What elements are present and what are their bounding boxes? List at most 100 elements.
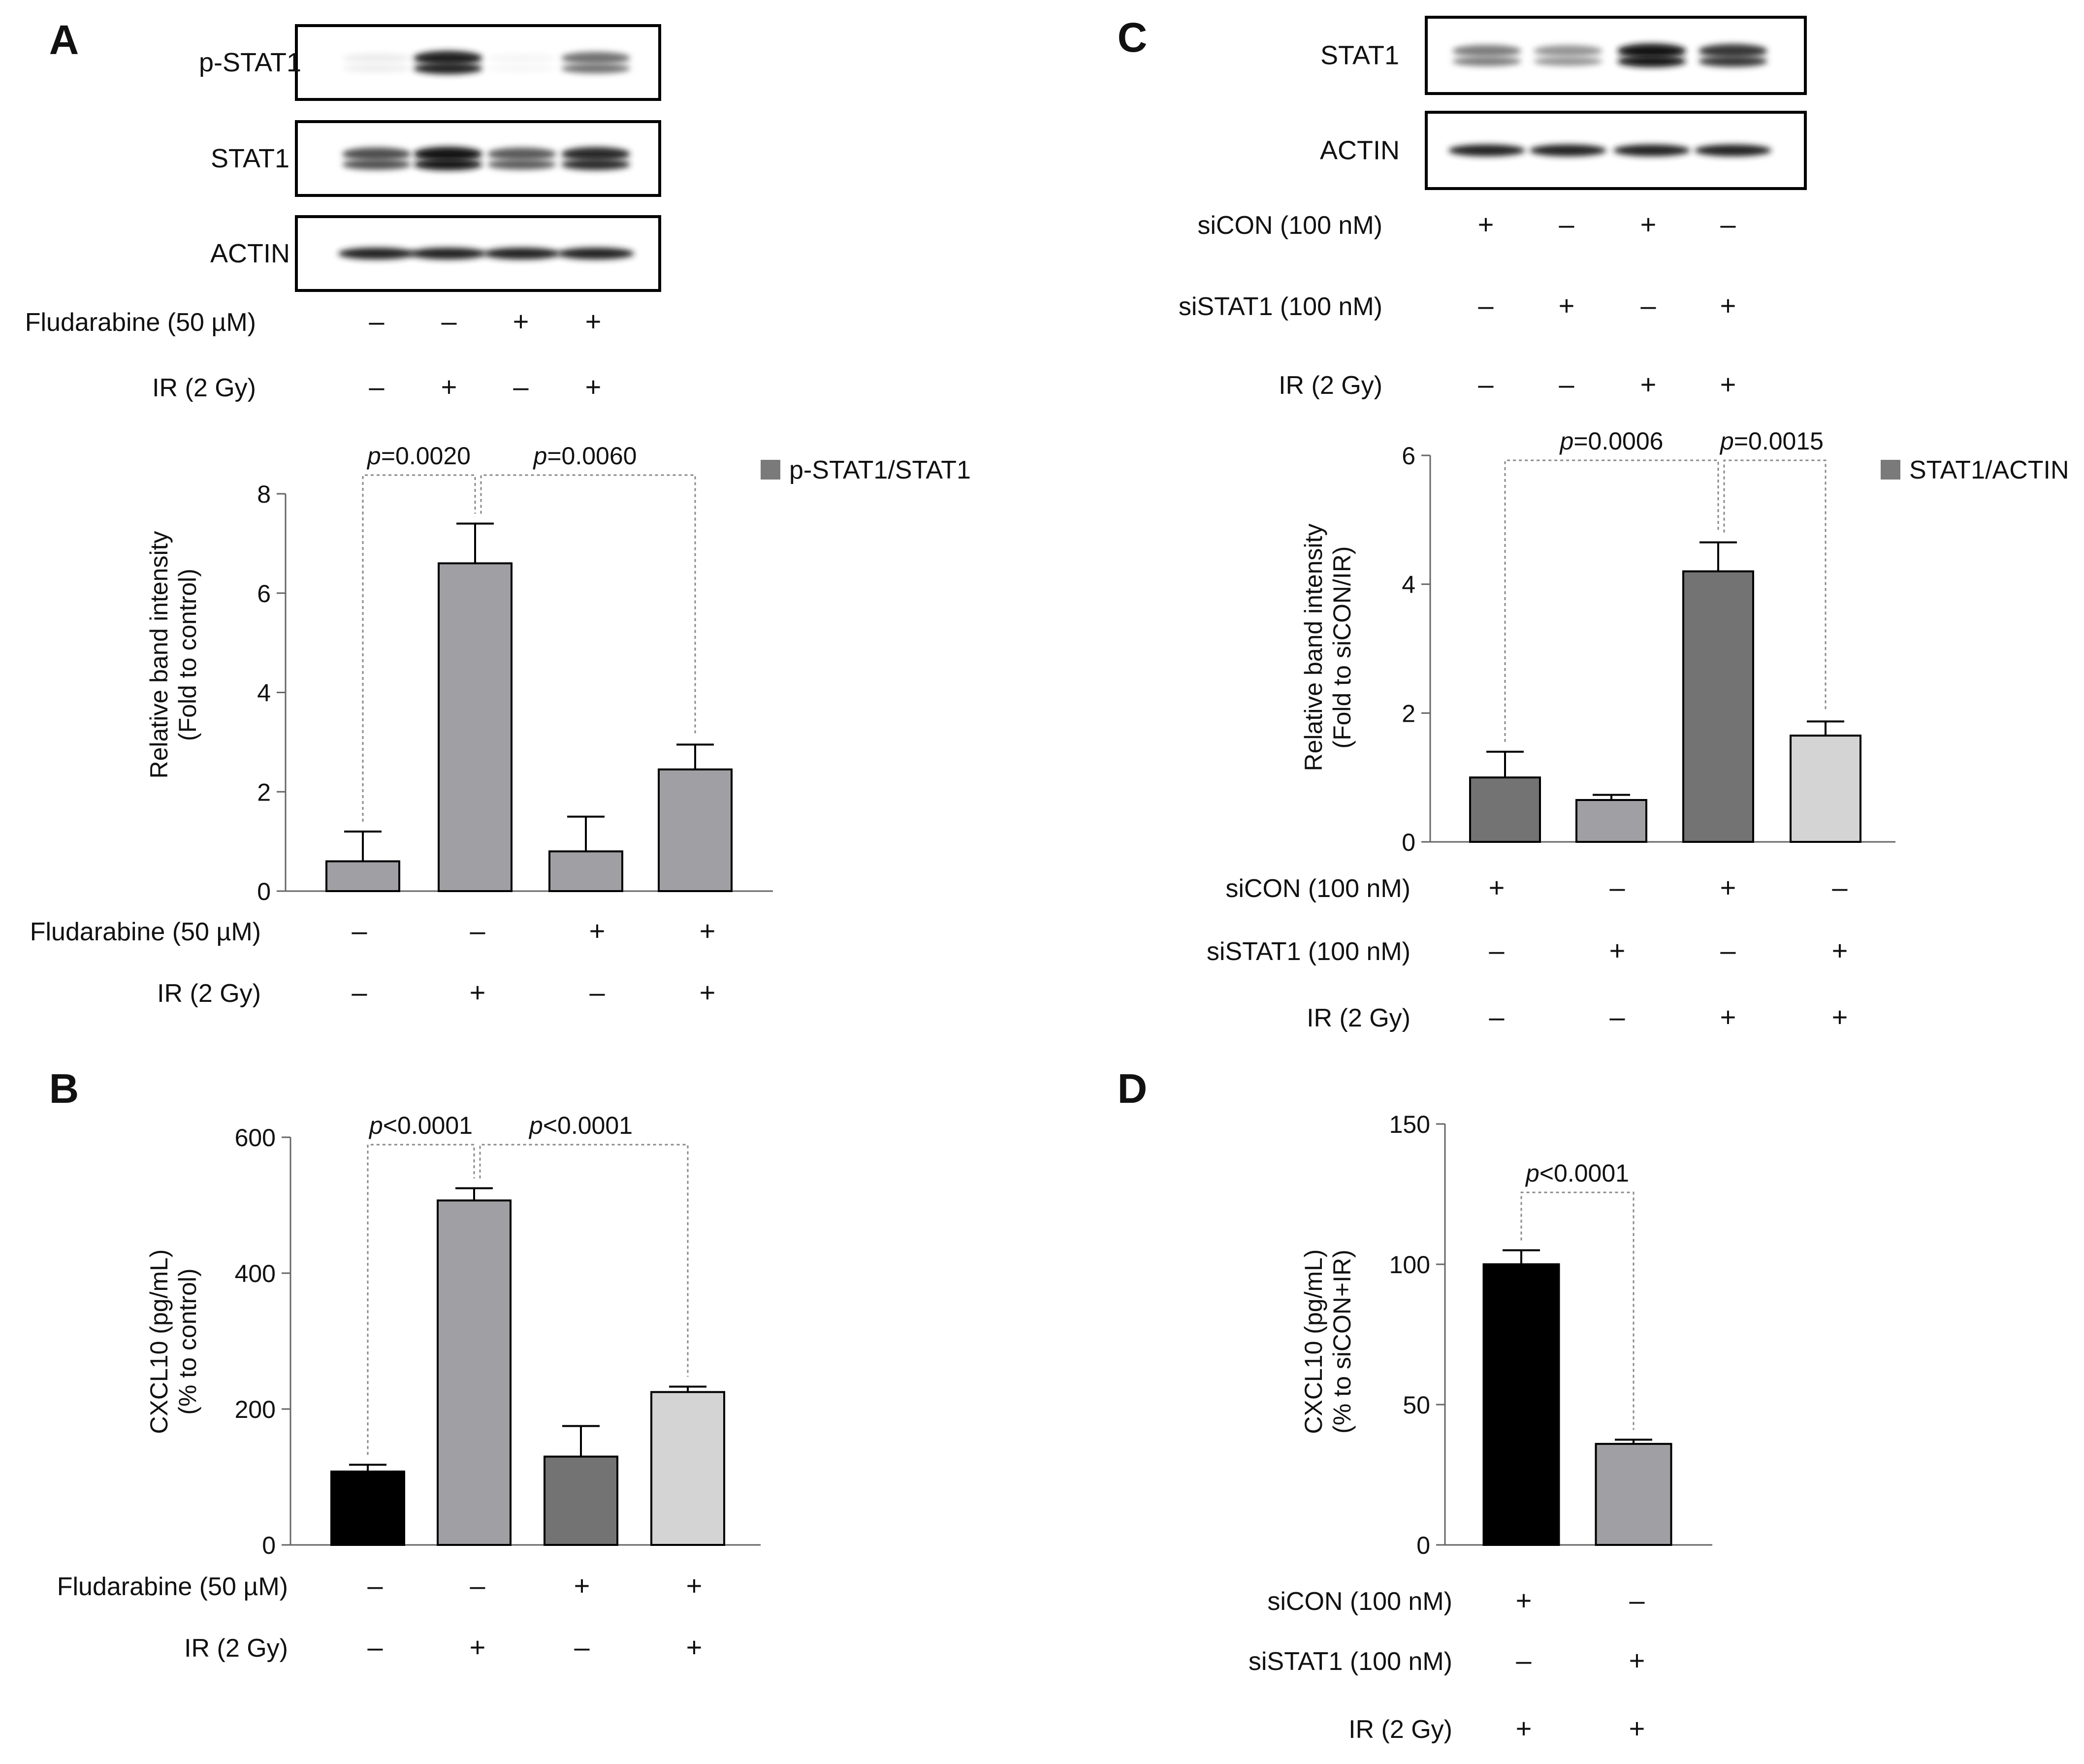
y-tick-label: 200 [235,1396,276,1423]
blots-panel-c: STAT1 ACTIN siCON (100 nM) + – + – siSTAT1 (100… [1179,16,1807,400]
y-axis-label-line: Relative band intensity [1300,523,1327,771]
blot-band [561,159,630,170]
y-tick-label: 0 [262,1532,276,1559]
blot-band [487,64,556,72]
condition-sign: – [367,1570,383,1601]
blot-condition-sign: – [369,306,385,337]
blot-band [487,159,556,170]
condition-sign: – [1609,1001,1625,1032]
p-value: =0.0020 [381,442,471,470]
blot-condition-sign: + [585,306,602,337]
y-tick-label: 8 [257,481,271,508]
y-tick-label: 150 [1389,1111,1430,1138]
condition-sign: – [1609,872,1625,903]
blot-band [1448,144,1525,157]
blot-condition-label: siSTAT1 (100 nM) [1179,292,1382,321]
bar [548,850,623,893]
legend-swatch [761,460,780,480]
y-tick-label: 4 [257,679,271,707]
blot-condition-sign: + [1640,369,1657,400]
y-tick-label: 100 [1389,1251,1430,1279]
y-axis-label-line: (Fold to siCON/IR) [1328,546,1356,748]
y-axis-label-line: Relative band intensity [145,531,173,778]
p-value: =0.0015 [1734,427,1824,455]
blot-band [487,53,556,63]
blot-condition-sign: – [1478,369,1494,400]
blot-band [487,147,556,161]
blot-band [1452,56,1521,66]
condition-sign: + [686,1570,703,1601]
condition-sign: – [1489,1001,1505,1032]
blot-band [342,53,411,63]
condition-label: IR (2 Gy) [1348,1715,1452,1744]
condition-sign: – [574,1632,590,1663]
p-value-label: p=0.0060 [533,442,637,470]
blot-band [1452,45,1521,57]
blot-band [1617,55,1686,67]
condition-sign: + [700,915,716,946]
blot-condition-sign: – [369,371,385,402]
y-axis-label-line: (Fold to control) [174,569,201,741]
blot-band [561,147,630,161]
blot-condition-sign: + [1640,209,1657,240]
blot-condition-sign: – [1720,209,1736,240]
bar [1575,799,1647,843]
significance-bracket [480,474,696,735]
condition-sign: + [589,915,606,946]
condition-sign: – [1516,1645,1532,1676]
panel-letter-b: B [49,1065,79,1112]
blot-label: p-STAT1 [199,48,301,77]
condition-sign: + [470,1632,486,1663]
p-value: =0.0060 [547,442,637,470]
blot-condition-sign: + [1720,369,1736,400]
blot-band [342,147,411,161]
condition-sign: + [1629,1713,1645,1744]
chart-panel-a: 0 2 4 6 8 Relative band intensity(Fold to con… [145,442,971,905]
significance-bracket [1723,459,1827,712]
p-value-label: p<0.0001 [1525,1159,1629,1187]
bar [1482,1263,1560,1546]
blot-band [414,159,482,170]
blot-condition-sign: + [1559,290,1575,321]
conditions-panel-d: siCON (100 nM) + – siSTAT1 (100 nM) – + IR (2 … [1249,1585,1645,1744]
blot-band [1613,144,1690,157]
blot-band [414,147,482,161]
blot-band [1534,57,1603,66]
bar [438,562,513,892]
condition-label: siSTAT1 (100 nM) [1207,937,1411,966]
p-value-label: p=0.0006 [1559,427,1664,455]
significance-bracket [367,1144,475,1455]
condition-sign: – [470,915,485,946]
condition-sign: + [1720,872,1736,903]
p-symbol: p [368,1112,383,1139]
condition-sign: – [1629,1585,1645,1616]
y-axis-label: CXCL10 (pg/mL)(% to siCON+IR) [1300,1249,1356,1434]
condition-sign: + [686,1632,703,1663]
blot-band [410,248,486,259]
condition-label: siCON (100 nM) [1225,874,1411,903]
bar [1682,570,1754,843]
bar [1469,776,1541,843]
panel-letter-d: D [1118,1065,1148,1112]
blot-band [483,248,560,259]
condition-sign: + [1516,1585,1532,1616]
blot-condition-sign: + [1720,290,1736,321]
blot-condition-sign: + [441,371,457,402]
condition-sign: – [1832,872,1848,903]
y-axis-label: CXCL10 (pg/mL)(% to control) [145,1249,201,1434]
panel-letters: A B C D [49,14,1148,1112]
y-axis-label: Relative band intensity(Fold to control) [145,531,201,778]
blot-condition-sign: + [585,371,602,402]
bar [658,768,733,892]
p-value: <0.0001 [1539,1159,1629,1187]
conditions-panel-c: siCON (100 nM) + – + – siSTAT1 (100 nM) – + – + IR… [1207,872,1848,1032]
condition-sign: – [1489,935,1505,966]
blot-condition-label: IR (2 Gy) [1279,371,1382,400]
y-tick-label: 6 [1402,442,1415,470]
y-tick-label: 2 [257,778,271,806]
blots-panel-a: p-STAT1 STAT1 ACTIN Fludarabine (50 µM) – – + +… [25,24,661,402]
blot-band [561,52,630,64]
conditions-panel-b: Fludarabine (50 µM) – – + + IR (2 Gy) – + – + [57,1570,703,1663]
blot-band [1695,144,1771,157]
